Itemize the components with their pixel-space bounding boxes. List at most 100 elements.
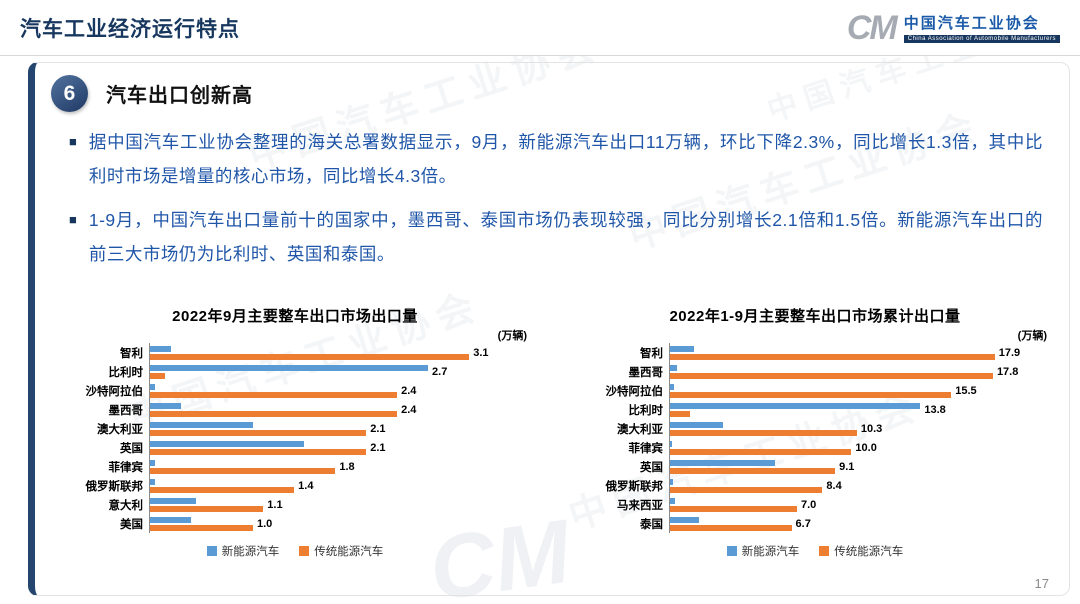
legend-label: 新能源汽车 xyxy=(221,546,280,558)
category-label: 沙特阿拉伯 xyxy=(85,385,144,398)
content-frame: 6 汽车出口创新高 ■ 据中国汽车工业协会整理的海关总署数据显示，9月，新能源汽… xyxy=(28,62,1070,596)
bar-area: 17.8 xyxy=(669,362,1051,381)
page-title: 汽车工业经济运行特点 xyxy=(20,17,240,41)
value-label: 17.9 xyxy=(998,346,1021,359)
legend-label: 传统能源汽车 xyxy=(834,546,904,558)
nev-bar xyxy=(150,478,156,485)
nev-bar xyxy=(150,402,181,409)
category-label: 澳大利亚 xyxy=(617,423,663,436)
legend-item: 新能源汽车 xyxy=(726,543,799,559)
traditional-bar xyxy=(670,524,792,531)
chart-row: 美国 1.0 xyxy=(59,514,531,533)
value-label: 1.8 xyxy=(339,460,355,473)
value-label: 15.5 xyxy=(955,384,977,397)
nev-bar xyxy=(150,364,429,371)
category-label: 意大利 xyxy=(108,499,144,512)
category-label: 智利 xyxy=(120,347,143,360)
category-label: 马来西亚 xyxy=(617,499,663,512)
traditional-bar xyxy=(670,467,836,474)
chart-row: 俄罗斯联邦 8.4 xyxy=(579,476,1051,495)
nev-bar xyxy=(670,478,673,485)
category-label: 菲律宾 xyxy=(628,442,664,455)
bar-area: 17.9 xyxy=(669,343,1051,362)
nev-bar xyxy=(670,364,678,371)
nev-bar xyxy=(670,402,921,409)
logo-org-name: 中国汽车工业协会 xyxy=(903,15,1040,32)
chart-row: 比利时 13.8 xyxy=(579,400,1051,419)
bar-area: 8.4 xyxy=(669,476,1051,495)
chart-row: 泰国 6.7 xyxy=(579,514,1051,533)
traditional-bar xyxy=(670,505,797,512)
category-label: 墨西哥 xyxy=(628,366,664,379)
bullet-text: 1-9月，中国汽车出口量前十的国家中，墨西哥、泰国市场仍表现较强，同比分别增长2… xyxy=(88,210,1043,264)
traditional-bar xyxy=(150,410,398,417)
traditional-bar xyxy=(670,410,690,417)
chart-legend: 新能源汽车 传统能源汽车 xyxy=(59,543,531,559)
bar-area: 2.1 xyxy=(149,419,531,438)
traditional-bar xyxy=(150,353,470,360)
value-label: 10.3 xyxy=(860,422,883,435)
bar-area: 2.4 xyxy=(149,381,531,400)
category-label: 智利 xyxy=(640,347,663,360)
page-number: 17 xyxy=(1034,576,1049,591)
traditional-bar xyxy=(150,505,264,512)
bullet-marker-icon: ■ xyxy=(69,134,77,149)
nev-bar xyxy=(670,421,723,428)
bar-area: 15.5 xyxy=(669,381,1051,400)
chart-cumulative-exports: 2022年1-9月主要整车出口市场累计出口量 (万辆) 智利 17.9 墨西哥 17.… xyxy=(579,305,1051,559)
slide-header: 汽车工业经济运行特点 CM 中国汽车工业协会 China Association… xyxy=(0,0,1080,56)
bar-area: 1.4 xyxy=(149,476,531,495)
chart-row: 比利时 2.7 xyxy=(59,362,531,381)
chart-title: 2022年1-9月主要整车出口市场累计出口量 xyxy=(669,308,961,325)
chart-plot: 智利 17.9 墨西哥 17.8 沙特阿拉伯 15.5 比利时 13.8 澳大利亚 10.3 菲律宾… xyxy=(579,343,1051,533)
bar-area: 9.1 xyxy=(669,457,1051,476)
chart-row: 澳大利亚 10.3 xyxy=(579,419,1051,438)
bar-area: 2.4 xyxy=(149,400,531,419)
traditional-bar xyxy=(670,448,852,455)
category-label: 英国 xyxy=(120,442,143,455)
traditional-bar xyxy=(670,391,952,398)
legend-swatch-icon xyxy=(299,546,310,556)
section-heading: 6 汽车出口创新高 xyxy=(51,75,1049,112)
legend-swatch-icon xyxy=(726,546,737,556)
caam-logo: CM 中国汽车工业协会 China Association of Automob… xyxy=(847,11,1060,45)
traditional-bar xyxy=(150,448,367,455)
category-label: 俄罗斯联邦 xyxy=(85,480,144,493)
section-number-badge: 6 xyxy=(51,75,88,112)
value-label: 6.7 xyxy=(795,517,811,530)
chart-row: 马来西亚 7.0 xyxy=(579,495,1051,514)
bullet-item: ■ 据中国汽车工业协会整理的海关总署数据显示，9月，新能源汽车出口11万辆，环比… xyxy=(69,125,1043,193)
value-label: 10.0 xyxy=(855,441,877,454)
traditional-bar xyxy=(150,486,295,493)
legend-item: 新能源汽车 xyxy=(206,543,280,559)
nev-bar xyxy=(150,421,253,428)
logo-org-subtitle: China Association of Automobile Manufact… xyxy=(903,35,1060,43)
bar-area: 2.7 xyxy=(149,362,531,381)
chart-plot: 智利 3.1 比利时 2.7 沙特阿拉伯 2.4 墨西哥 2.4 澳大利亚 2.1 英国 2.1 菲律宾… xyxy=(59,343,531,533)
category-label: 沙特阿拉伯 xyxy=(605,385,664,398)
category-label: 澳大利亚 xyxy=(97,423,143,436)
value-label: 2.1 xyxy=(370,422,386,435)
value-label: 7.0 xyxy=(801,498,817,511)
chart-row: 墨西哥 2.4 xyxy=(59,400,531,419)
chart-row: 智利 17.9 xyxy=(579,343,1051,362)
chart-row: 澳大利亚 2.1 xyxy=(59,419,531,438)
traditional-bar xyxy=(150,372,166,379)
legend-swatch-icon xyxy=(819,546,830,556)
traditional-bar xyxy=(150,467,336,474)
chart-row: 智利 3.1 xyxy=(59,343,531,362)
chart-unit-label: (万辆) xyxy=(1017,330,1047,342)
chart-row: 意大利 1.1 xyxy=(59,495,531,514)
traditional-bar xyxy=(670,353,995,360)
category-label: 墨西哥 xyxy=(108,404,144,417)
value-label: 2.1 xyxy=(370,441,386,454)
caam-logo-mark-icon: CM xyxy=(846,8,898,47)
bullet-marker-icon: ■ xyxy=(69,212,77,227)
chart-row: 菲律宾 1.8 xyxy=(59,457,531,476)
legend-item: 传统能源汽车 xyxy=(819,543,903,559)
value-label: 13.8 xyxy=(924,403,946,416)
nev-bar xyxy=(150,516,192,523)
chart-row: 沙特阿拉伯 15.5 xyxy=(579,381,1051,400)
nev-bar xyxy=(150,497,197,504)
nev-bar xyxy=(150,345,171,352)
